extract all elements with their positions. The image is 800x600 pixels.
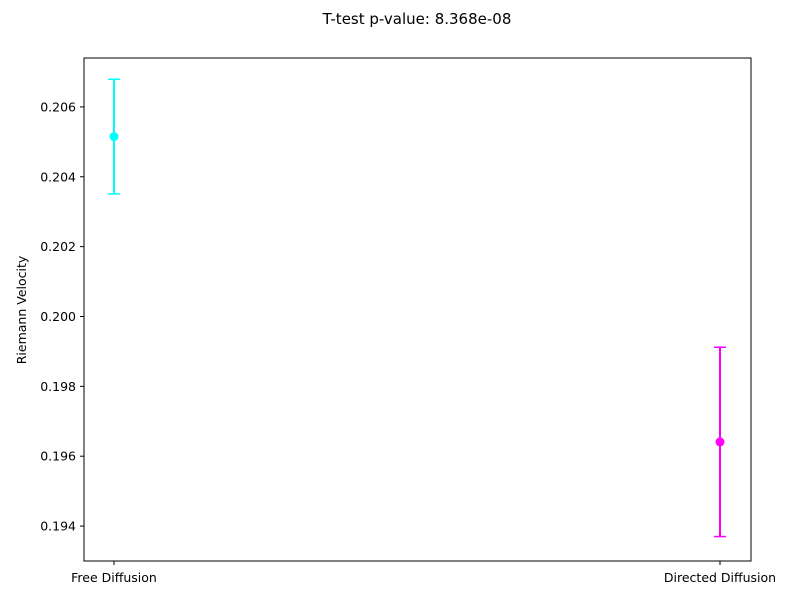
x-tick-label: Directed Diffusion [664,570,776,585]
chart-title: T-test p-value: 8.368e-08 [322,10,512,28]
y-tick-label: 0.202 [40,239,76,254]
y-tick-label: 0.200 [40,309,76,324]
y-tick-label: 0.206 [40,99,76,114]
mean-point [715,437,725,447]
y-tick-label: 0.204 [40,169,76,184]
plot-area: 0.194 0.196 0.198 0.200 0.202 0.204 0.206 Free … [40,57,776,585]
y-tick-label: 0.196 [40,449,76,464]
y-tick-label: 0.194 [40,519,76,534]
y-tick-label: 0.198 [40,379,76,394]
x-tick-label: Free Diffusion [71,570,157,585]
mean-point [109,132,119,142]
plot-frame [83,57,752,562]
y-axis-label: Riemann Velocity [14,255,29,364]
